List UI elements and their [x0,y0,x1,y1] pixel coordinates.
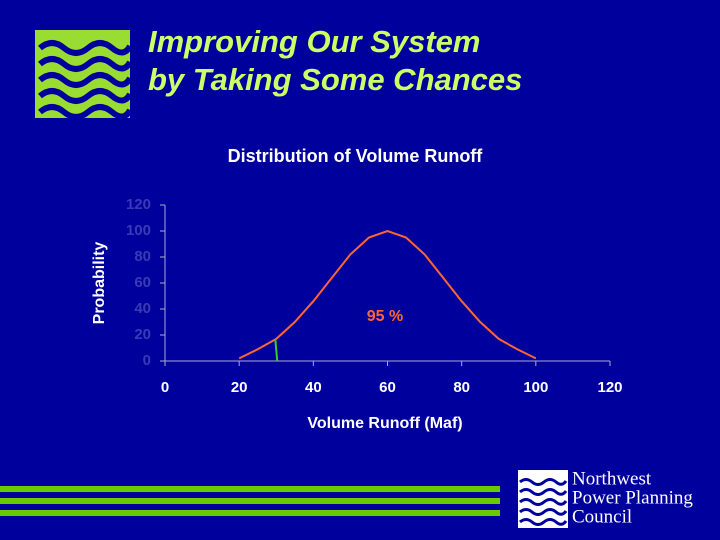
logo-text: Council [572,506,632,527]
slide-title: Improving Our System [148,24,480,59]
y-tick-label: 80 [134,248,151,265]
logo-text: Power Planning [572,487,693,508]
y-tick-label: 20 [134,326,151,343]
annotation: 95 % [367,308,403,325]
y-tick-label: 40 [134,300,151,317]
slide-title: by Taking Some Chances [148,62,522,97]
bottom-stripes [0,486,500,516]
x-axis-label: Volume Runoff (Maf) [307,415,462,432]
y-tick-label: 120 [126,196,151,213]
x-tick-label: 0 [161,379,169,396]
x-tick-label: 80 [453,379,470,396]
curve [238,229,537,360]
logo-text: Northwest [572,468,652,489]
y-tick-label: 0 [143,352,151,369]
x-tick-label: 100 [523,379,548,396]
x-tick-label: 40 [305,379,322,396]
y-axis-label: Probability [91,242,108,325]
x-tick-label: 60 [379,379,396,396]
chart-title: Distribution of Volume Runoff [228,146,484,166]
y-tick-label: 60 [134,274,151,291]
y-tick-label: 100 [126,222,151,239]
marker-line [274,338,279,362]
logo-left [35,30,133,120]
logo-right [518,470,568,528]
x-tick-label: 20 [231,379,248,396]
x-tick-label: 120 [597,379,622,396]
